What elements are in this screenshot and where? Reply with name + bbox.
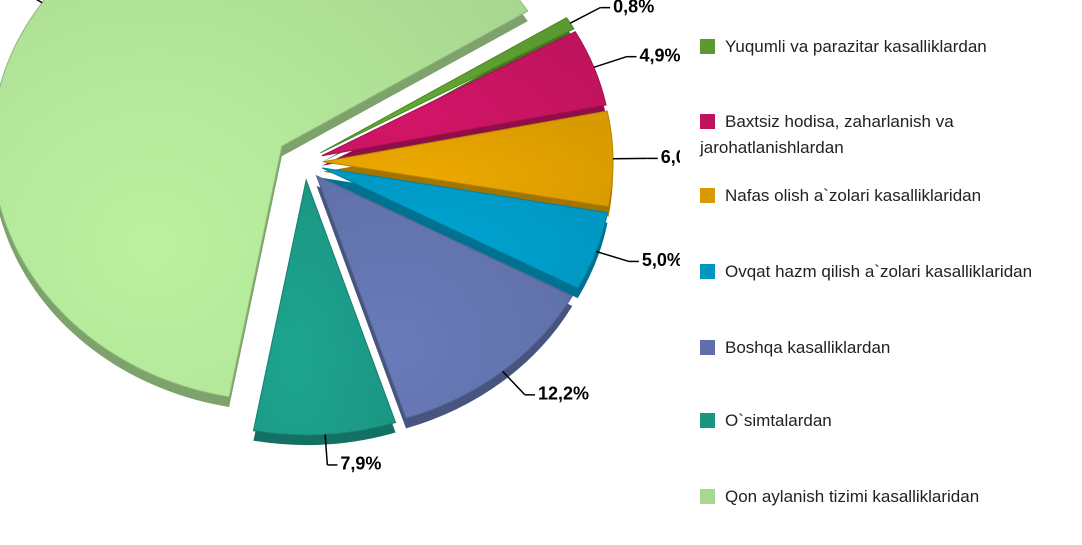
legend-item: Ovqat hazm qilish a`zolari kasalliklarid… <box>700 259 1060 285</box>
slice <box>315 174 574 419</box>
legend-swatch <box>700 264 715 279</box>
data-label: 5,0% <box>642 250 680 270</box>
legend-label: Yuqumli va parazitar kasalliklardan <box>725 37 987 56</box>
slice <box>320 17 575 154</box>
legend-swatch <box>700 413 715 428</box>
slice <box>252 178 397 436</box>
legend-item: Boshqa kasalliklardan <box>700 335 1060 361</box>
data-label: 4,9% <box>640 45 680 65</box>
legend-swatch <box>700 39 715 54</box>
legend-item: Nafas olish a`zolari kasalliklaridan <box>700 183 1060 209</box>
legend-item: Yuqumli va parazitar kasalliklardan <box>700 34 1060 60</box>
leader-line <box>324 434 329 466</box>
slice <box>0 0 529 398</box>
legend-swatch <box>700 188 715 203</box>
legend-item: Qon aylanish tizimi kasalliklaridan <box>700 484 1060 510</box>
leader-line <box>595 250 630 263</box>
legend-swatch <box>700 114 715 129</box>
legend-label: Boshqa kasalliklardan <box>725 338 891 357</box>
legend-swatch <box>700 489 715 504</box>
slice <box>321 167 609 289</box>
data-label: 6,0% <box>661 147 680 167</box>
slice <box>321 31 607 157</box>
data-label: 12,2% <box>538 384 589 404</box>
legend-item: O`simtalardan <box>700 408 1060 434</box>
legend-label: Qon aylanish tizimi kasalliklaridan <box>725 487 980 506</box>
legend-label: O`simtalardan <box>725 411 832 430</box>
leader-line <box>569 6 601 24</box>
leader-line <box>36 0 43 4</box>
data-label: 7,9% <box>340 454 381 474</box>
leader-line <box>502 370 526 396</box>
legend-swatch <box>700 340 715 355</box>
pie-area: 0,8%4,9%6,0%5,0%12,2%7,9%63,2% <box>0 0 680 474</box>
legend-label: Ovqat hazm qilish a`zolari kasalliklarid… <box>725 262 1033 281</box>
legend-label: Baxtsiz hodisa, zaharlanish va jarohatla… <box>700 112 954 157</box>
leader-line <box>593 55 627 68</box>
legend-item: Baxtsiz hodisa, zaharlanish va jarohatla… <box>700 109 1060 161</box>
legend-label: Nafas olish a`zolari kasalliklaridan <box>725 186 982 205</box>
data-label: 0,8% <box>613 0 654 16</box>
